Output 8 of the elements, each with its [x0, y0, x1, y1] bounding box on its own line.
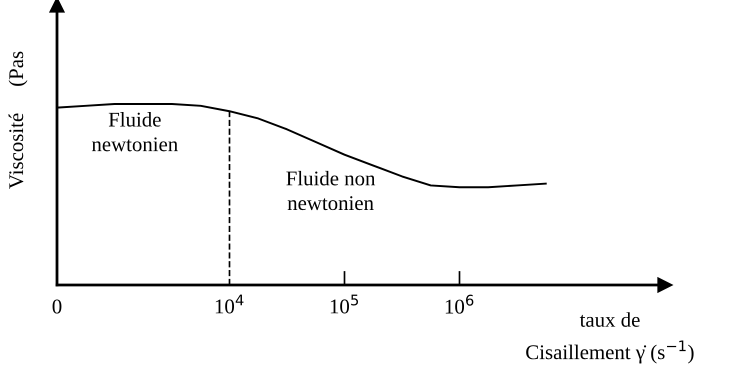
x-tick-label: 10$^{6}$: [446, 294, 474, 314]
x-tick-label: 10$^{4}$: [216, 294, 244, 314]
x-tick-label: 0: [52, 299, 62, 314]
x-axis-title: taux de Cisaillement γ̇ (s$^{−1}$): [526, 312, 694, 364]
annotation: Fluide newtonien: [92, 112, 178, 152]
y-axis-title: Viscosité (Pas: [8, 52, 28, 189]
annotation: Fluide non newtonien: [286, 170, 376, 210]
x-tick-label: 10$^{5}$: [330, 294, 358, 314]
